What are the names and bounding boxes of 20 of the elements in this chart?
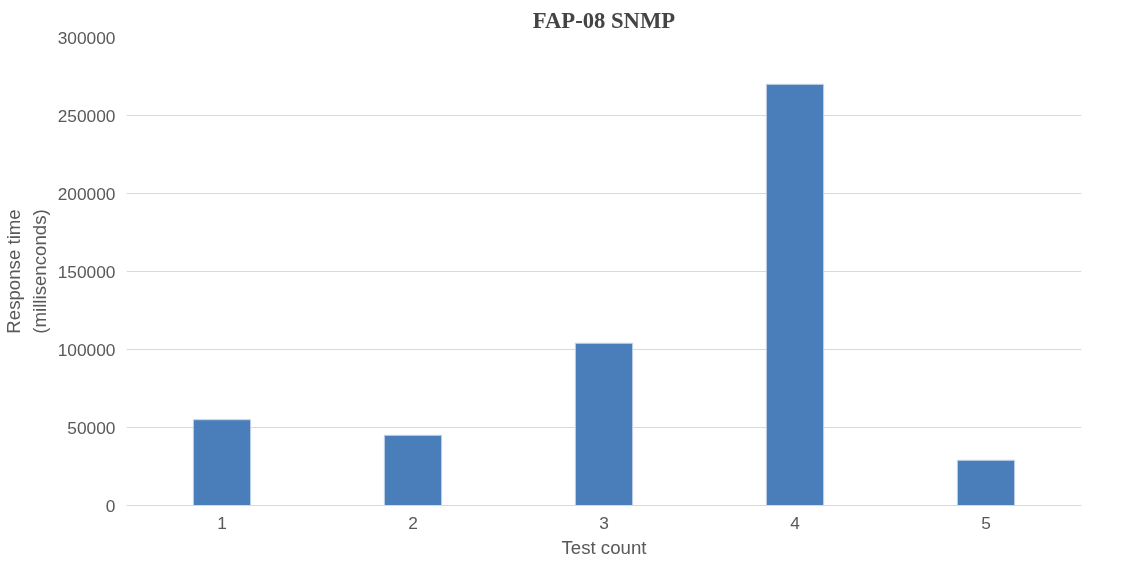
y-axis-title: Response time (millisenconds) xyxy=(3,209,50,334)
bar xyxy=(383,434,443,506)
bar xyxy=(574,342,634,506)
bar xyxy=(765,83,825,506)
y-tick-label: 200000 xyxy=(57,183,116,204)
y-tick-label: 250000 xyxy=(57,105,116,126)
x-tick-label: 1 xyxy=(217,512,227,533)
bar xyxy=(956,459,1016,506)
y-tick-label: 300000 xyxy=(57,27,116,48)
chart-title: FAP-08 SNMP xyxy=(532,7,676,33)
x-tick-label: 4 xyxy=(790,512,801,533)
y-tick-label: 150000 xyxy=(57,261,116,282)
x-axis-title: Test count xyxy=(561,536,648,558)
y-tick-label: 50000 xyxy=(67,417,116,438)
y-tick-label: 0 xyxy=(105,495,116,516)
x-tick-label: 3 xyxy=(599,512,609,533)
y-tick-label: 100000 xyxy=(57,339,116,360)
bar xyxy=(192,419,252,506)
x-tick-label: 5 xyxy=(981,512,991,533)
x-tick-label: 2 xyxy=(408,512,418,533)
